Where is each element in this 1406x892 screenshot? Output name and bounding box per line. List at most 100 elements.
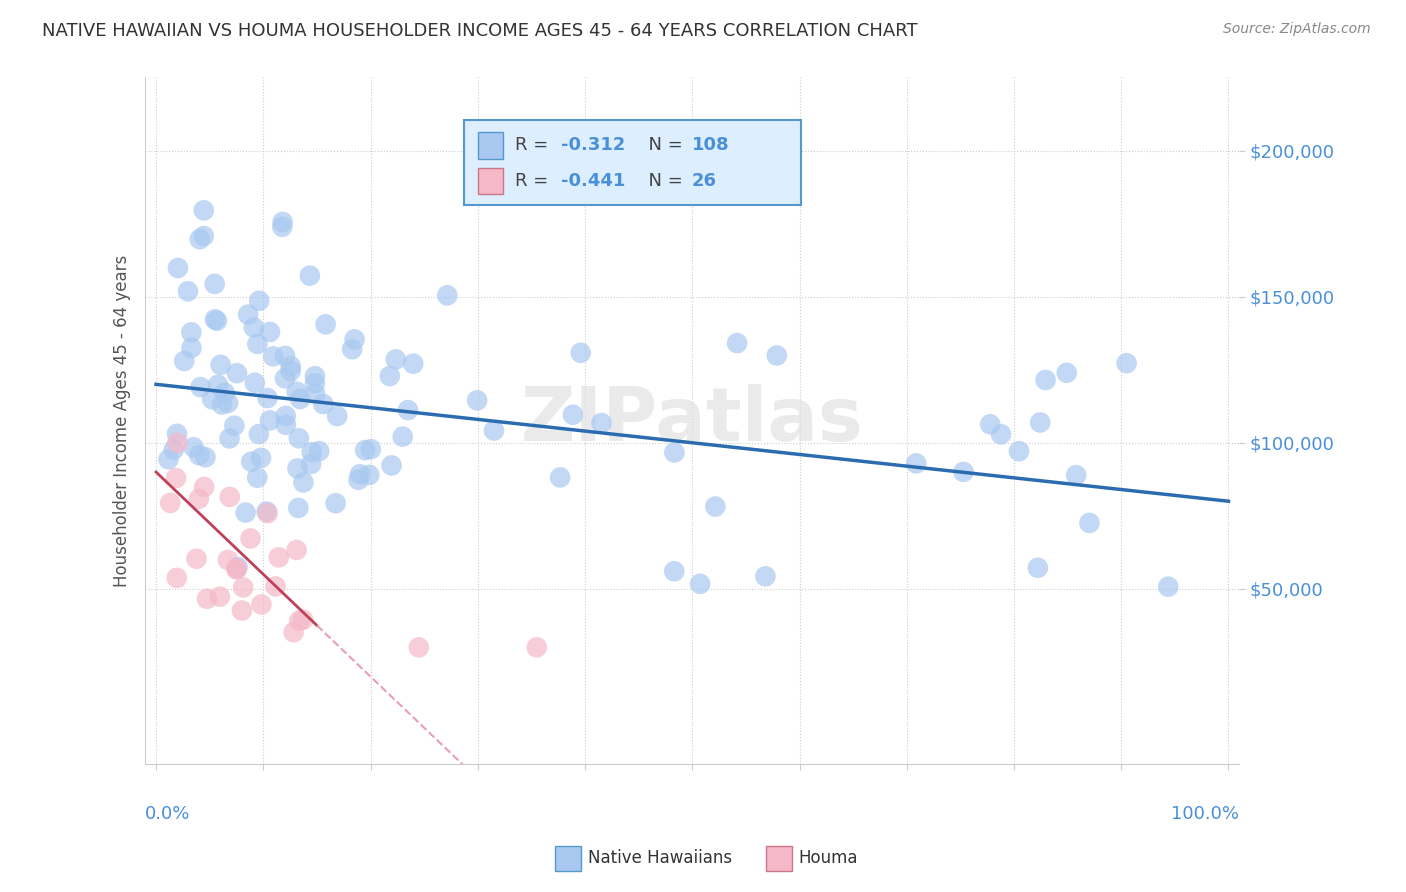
Point — [280, 359, 302, 373]
Point — [195, 591, 218, 606]
Point — [166, 435, 188, 450]
Point — [183, 440, 205, 454]
Point — [325, 496, 347, 510]
Point — [283, 625, 305, 640]
Point — [340, 342, 363, 356]
Point — [287, 461, 309, 475]
Point — [193, 203, 215, 218]
Point — [704, 500, 727, 514]
Point — [208, 590, 231, 604]
Text: ZIPatlas: ZIPatlas — [522, 384, 863, 458]
Point — [186, 551, 208, 566]
Point — [380, 458, 402, 473]
Point — [304, 376, 326, 391]
Point — [246, 471, 269, 485]
Point — [326, 409, 349, 423]
Point — [1078, 516, 1101, 530]
Point — [157, 452, 180, 467]
Point — [274, 371, 297, 385]
Point — [548, 470, 571, 484]
Point — [188, 232, 211, 246]
Point — [354, 443, 377, 458]
Point — [391, 429, 413, 443]
Point — [315, 318, 337, 332]
Point — [285, 543, 308, 558]
Point — [225, 562, 247, 576]
Point — [207, 377, 229, 392]
Point — [250, 598, 273, 612]
Point — [214, 385, 236, 400]
Point — [482, 424, 505, 438]
Point — [193, 229, 215, 244]
Point — [689, 577, 711, 591]
Point — [247, 293, 270, 308]
Point — [224, 418, 246, 433]
Point — [204, 277, 226, 291]
Point — [188, 448, 211, 462]
Point — [187, 491, 209, 506]
Point — [1008, 444, 1031, 458]
Point — [664, 564, 686, 578]
Point — [378, 369, 401, 384]
Point — [408, 640, 430, 655]
Point — [754, 569, 776, 583]
Point — [304, 369, 326, 384]
Point — [217, 553, 239, 567]
Text: R =: R = — [515, 172, 554, 190]
Point — [979, 417, 1001, 432]
Point — [232, 581, 254, 595]
Point — [1026, 561, 1049, 575]
Text: Native Hawaiians: Native Hawaiians — [588, 849, 733, 867]
Point — [298, 268, 321, 283]
Point — [952, 465, 974, 479]
Point — [526, 640, 548, 655]
Point — [288, 614, 311, 628]
Point — [256, 504, 278, 518]
Text: R =: R = — [515, 136, 554, 154]
Point — [301, 445, 323, 459]
Point — [243, 376, 266, 390]
Point — [591, 416, 613, 430]
Point — [259, 325, 281, 339]
Point — [1115, 356, 1137, 370]
Text: -0.312: -0.312 — [561, 136, 626, 154]
Point — [288, 431, 311, 445]
Point — [167, 260, 190, 275]
Point — [274, 349, 297, 363]
Point — [569, 346, 592, 360]
Point — [285, 384, 308, 399]
Y-axis label: Householder Income Ages 45 - 64 years: Householder Income Ages 45 - 64 years — [114, 255, 131, 587]
Point — [274, 417, 297, 432]
Point — [287, 500, 309, 515]
Point — [177, 285, 200, 299]
Point — [271, 219, 294, 234]
Point — [218, 432, 240, 446]
Point — [267, 550, 290, 565]
Point — [166, 426, 188, 441]
Point — [343, 332, 366, 346]
Point — [165, 471, 187, 485]
Point — [905, 456, 928, 470]
Point — [664, 445, 686, 459]
Point — [240, 455, 263, 469]
Point — [250, 450, 273, 465]
Point — [360, 442, 382, 457]
Point — [465, 393, 488, 408]
Text: Source: ZipAtlas.com: Source: ZipAtlas.com — [1223, 22, 1371, 37]
Point — [402, 357, 425, 371]
Point — [166, 571, 188, 585]
Point — [1029, 416, 1052, 430]
Point — [308, 444, 330, 458]
Text: Houma: Houma — [799, 849, 858, 867]
Point — [274, 409, 297, 423]
Point — [218, 490, 240, 504]
Point — [236, 308, 259, 322]
Point — [349, 467, 371, 482]
Point — [180, 326, 202, 340]
Text: 100.0%: 100.0% — [1171, 805, 1239, 823]
Point — [204, 312, 226, 326]
Point — [159, 496, 181, 510]
Text: 26: 26 — [692, 172, 717, 190]
Point — [290, 392, 312, 406]
Point — [347, 473, 370, 487]
